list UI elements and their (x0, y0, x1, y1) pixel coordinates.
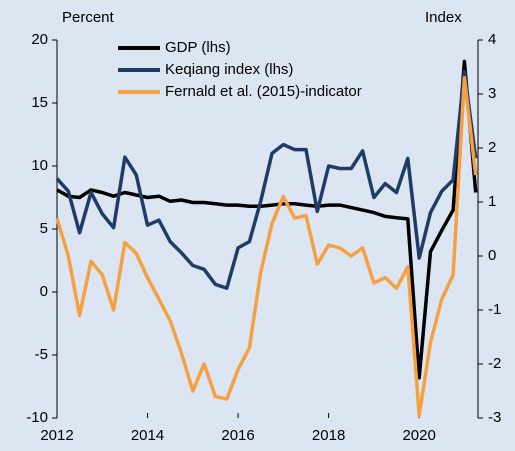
x-tick-label: 2020 (402, 427, 435, 444)
x-tick-label: 2016 (221, 427, 254, 444)
y-tick-label: -5 (35, 346, 48, 363)
y2-tick-label: 2 (488, 139, 496, 156)
y-tick-label: 5 (40, 220, 48, 237)
y2-tick-label: 3 (488, 85, 496, 102)
legend-label: Keqiang index (lhs) (165, 61, 293, 78)
y2-tick-label: 4 (488, 31, 496, 48)
y-tick-label: 10 (31, 157, 48, 174)
y2-tick-label: -3 (488, 409, 501, 426)
series-line (55, 76, 478, 418)
x-tick-label: 2012 (40, 427, 73, 444)
y2-tick-label: -1 (488, 301, 501, 318)
y-tick-label: 0 (40, 283, 48, 300)
legend-label: Fernald et al. (2015)-indicator (165, 83, 362, 100)
y2-axis-title: Index (425, 9, 462, 26)
y2-tick-label: 1 (488, 193, 496, 210)
legend-label: GDP (lhs) (165, 39, 231, 56)
x-tick-label: 2014 (131, 427, 164, 444)
x-tick-label: 2018 (312, 427, 345, 444)
y-tick-label: 15 (31, 94, 48, 111)
series-line (55, 69, 478, 290)
y-tick-label: -10 (26, 409, 48, 426)
series-line (56, 59, 478, 380)
y2-tick-label: -2 (488, 355, 501, 372)
y-tick-label: 20 (31, 31, 48, 48)
y-axis-title: Percent (62, 9, 115, 26)
y2-tick-label: 0 (488, 247, 496, 264)
